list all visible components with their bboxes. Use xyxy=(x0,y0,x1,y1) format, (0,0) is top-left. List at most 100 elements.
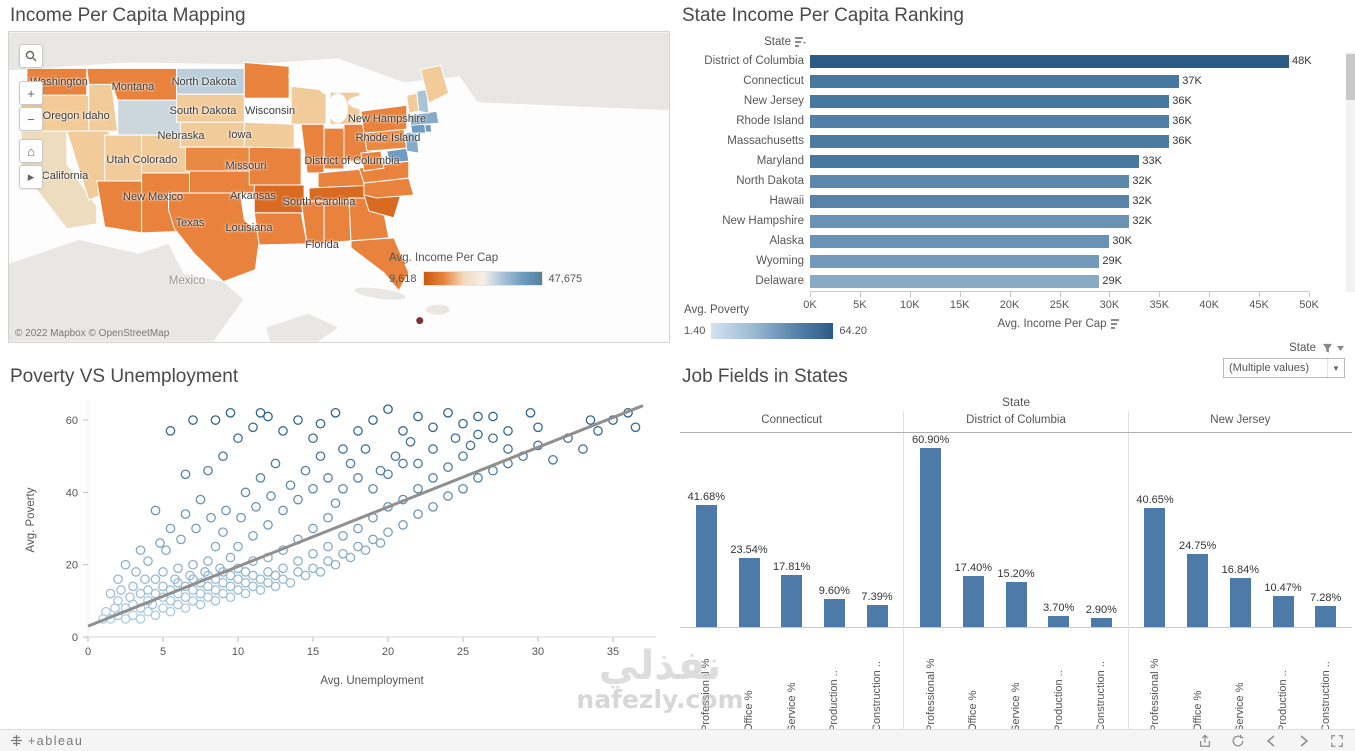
scatter-point[interactable] xyxy=(195,599,206,610)
scatter-point[interactable] xyxy=(251,501,261,512)
scatter-point[interactable] xyxy=(578,444,588,454)
scatter-point[interactable] xyxy=(210,595,221,606)
job-field-bar[interactable] xyxy=(1144,507,1166,627)
scatter-point[interactable] xyxy=(360,545,371,556)
scatter-point[interactable] xyxy=(360,444,371,454)
state-filter-dropdown[interactable]: (Multiple values) ▼ xyxy=(1223,358,1345,378)
income-bar[interactable] xyxy=(810,94,1170,108)
scatter-point[interactable] xyxy=(630,422,641,433)
scatter-point[interactable] xyxy=(143,585,153,595)
scatter-point[interactable] xyxy=(218,588,228,599)
scatter-point[interactable] xyxy=(278,563,288,574)
income-bar[interactable] xyxy=(810,234,1110,248)
scatter-point[interactable] xyxy=(191,523,201,534)
scatter-point[interactable] xyxy=(210,415,221,425)
scatter-point[interactable] xyxy=(248,581,258,592)
scatter-point[interactable] xyxy=(180,509,191,519)
scatter-point[interactable] xyxy=(300,465,311,476)
scatter-point[interactable] xyxy=(150,610,161,621)
scatter-point[interactable] xyxy=(413,458,423,469)
facet-column-header[interactable]: District of Columbia xyxy=(903,411,1127,432)
scatter-point[interactable] xyxy=(278,505,288,516)
state-shape[interactable] xyxy=(117,99,181,136)
refresh-icon[interactable] xyxy=(1229,733,1246,748)
scatter-point[interactable] xyxy=(450,433,461,444)
scatter-point[interactable] xyxy=(188,415,198,425)
scatter-point[interactable] xyxy=(233,541,243,552)
job-field-bar[interactable] xyxy=(1048,616,1070,627)
scatter-point[interactable] xyxy=(398,458,408,469)
scatter-point[interactable] xyxy=(263,520,273,530)
state-shape[interactable] xyxy=(424,123,433,133)
scatter-point[interactable] xyxy=(375,465,386,476)
job-field-bar[interactable] xyxy=(962,575,984,627)
scatter-point[interactable] xyxy=(338,530,348,541)
zoom-in-icon[interactable]: + xyxy=(19,81,43,105)
scatter-point[interactable] xyxy=(161,545,171,556)
scatter-point[interactable] xyxy=(293,567,303,577)
scatter-point[interactable] xyxy=(116,585,126,595)
scatter-point[interactable] xyxy=(315,451,326,462)
scatter-point[interactable] xyxy=(383,404,393,415)
scatter-point[interactable] xyxy=(155,538,165,548)
scatter-point[interactable] xyxy=(210,585,221,595)
scatter-point[interactable] xyxy=(315,567,326,577)
share-icon[interactable] xyxy=(1196,733,1213,748)
scatter-point[interactable] xyxy=(533,422,543,433)
scatter-point[interactable] xyxy=(203,592,213,603)
scatter-point[interactable] xyxy=(120,614,131,624)
scatter-point[interactable] xyxy=(255,574,266,585)
scatter-point[interactable] xyxy=(150,505,161,516)
scatter-point[interactable] xyxy=(180,592,191,603)
scatter-point[interactable] xyxy=(128,610,138,621)
scatter-point[interactable] xyxy=(225,407,236,418)
job-field-bar[interactable] xyxy=(1229,577,1251,627)
scatter-point[interactable] xyxy=(218,527,228,538)
scatter-point[interactable] xyxy=(353,523,363,534)
scatter-point[interactable] xyxy=(240,567,251,577)
scatter-point[interactable] xyxy=(458,451,468,462)
scatter-point[interactable] xyxy=(135,545,146,556)
state-shape[interactable] xyxy=(360,104,408,134)
scatter-point[interactable] xyxy=(383,527,393,538)
scatter-point[interactable] xyxy=(158,567,168,577)
scatter-point[interactable] xyxy=(405,436,416,447)
scatter-point[interactable] xyxy=(323,512,333,523)
scatter-point[interactable] xyxy=(443,491,453,501)
scatter-point[interactable] xyxy=(173,563,183,574)
scatter-point[interactable] xyxy=(390,451,401,462)
state-shape[interactable] xyxy=(420,64,450,104)
scatter-point[interactable] xyxy=(270,570,281,581)
income-bar[interactable] xyxy=(810,154,1140,168)
scatter-point[interactable] xyxy=(165,595,176,606)
income-bar[interactable] xyxy=(810,214,1130,228)
scatter-point[interactable] xyxy=(233,585,243,595)
scatter-point[interactable] xyxy=(353,426,363,436)
state-shape[interactable] xyxy=(253,212,308,246)
chevron-down-icon[interactable] xyxy=(1336,345,1345,352)
scatter-point[interactable] xyxy=(443,407,453,418)
scatter-point[interactable] xyxy=(233,574,243,585)
scatter-point[interactable] xyxy=(143,606,153,617)
scatter-point[interactable] xyxy=(308,483,318,494)
scatter-point[interactable] xyxy=(236,512,246,523)
scatter-point[interactable] xyxy=(503,444,513,454)
scatter-point[interactable] xyxy=(353,473,363,483)
scatter-point[interactable] xyxy=(443,462,453,472)
scatter-point[interactable] xyxy=(428,473,438,483)
scatter-point[interactable] xyxy=(240,577,251,588)
job-field-bar[interactable] xyxy=(1187,554,1209,627)
scatter-point[interactable] xyxy=(131,567,141,577)
scatter-point[interactable] xyxy=(210,541,221,552)
income-bar[interactable] xyxy=(810,254,1100,268)
scatter-point[interactable] xyxy=(180,603,191,613)
us-map[interactable] xyxy=(9,32,669,342)
scatter-point[interactable] xyxy=(240,487,251,498)
scatter-point[interactable] xyxy=(585,415,596,425)
scatter-point[interactable] xyxy=(135,588,146,599)
scatter-point[interactable] xyxy=(140,574,150,585)
scatter-point[interactable] xyxy=(195,494,206,505)
scatter-point[interactable] xyxy=(255,407,266,418)
state-shape[interactable] xyxy=(350,237,410,292)
scatter-point[interactable] xyxy=(465,440,476,451)
